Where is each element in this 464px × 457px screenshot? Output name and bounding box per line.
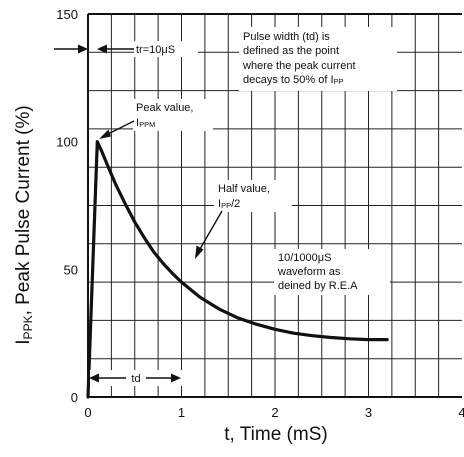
peak-value-sub-subscript: PPM [139, 120, 155, 129]
waveform-line-3: deined by R.E.A [278, 280, 358, 292]
series-layer [86, 140, 389, 399]
series-line-0 [86, 140, 389, 399]
half-arrow-line [199, 210, 223, 250]
plot-frame [87, 13, 462, 398]
y-tick-label: 50 [64, 262, 78, 277]
tr-right-arrowhead [97, 44, 107, 54]
half-value-bg [214, 180, 292, 212]
half-value-sub-main: I [218, 198, 221, 210]
tr-label: tr=10μS [136, 44, 175, 56]
half-value-annotation: Half value, IPP/2 [195, 180, 292, 259]
pulse-width-line-2: defined as the point [243, 45, 339, 57]
tr-label-bg [134, 41, 198, 57]
td-label-bg [126, 371, 146, 385]
peak-value-sub-main: I [136, 117, 139, 129]
y-axis-label-sub: PPK [21, 315, 35, 339]
x-tick-label: 4 [458, 405, 464, 420]
waveform-bg [274, 249, 390, 295]
y-tick-label: 150 [56, 7, 78, 22]
pulse-width-line-4-main: decays to 50% of I [243, 74, 334, 86]
peak-value-bg [133, 99, 213, 131]
y-tick-label: 100 [56, 135, 78, 150]
td-annotation: td [89, 370, 182, 386]
pulse-width-sub: PP [334, 77, 344, 86]
peak-arrow-line [105, 120, 135, 136]
peak-value-annotation: Peak value, IPPM [99, 99, 213, 139]
pulse-width-line-1: Pulse width (td) is [243, 31, 330, 43]
td-right-arrowhead [171, 373, 181, 383]
half-value-sub-tail: /2 [231, 198, 240, 210]
tick-labels: 0 1 2 3 4 0 50 100 150 [56, 7, 464, 420]
x-tick-label: 0 [84, 405, 91, 420]
td-left-arrowhead [89, 373, 99, 383]
pulse-width-bg [239, 27, 397, 91]
waveform-line-2: waveform as [277, 266, 341, 278]
pulse-width-annotation: Pulse width (td) is defined as the point… [239, 27, 397, 91]
waveform-annotation: 10/1000μS waveform as deined by R.E.A [274, 249, 390, 295]
x-tick-label: 1 [178, 405, 185, 420]
y-axis-label: IPPK, Peak Pulse Current (%) [13, 105, 35, 344]
peak-arrowhead [99, 129, 111, 139]
tr-left-arrowhead [78, 44, 88, 54]
half-value-label: Half value, [218, 183, 270, 195]
td-label: td [131, 373, 140, 385]
x-axis-label: t, Time (mS) [224, 424, 327, 445]
pulse-width-line-4: decays to 50% of IPP [243, 74, 344, 86]
y-axis-label-main: I [13, 339, 34, 344]
peak-value-label: Peak value, [136, 102, 193, 114]
y-axis-label-rest: , Peak Pulse Current (%) [13, 105, 34, 315]
half-arrowhead [195, 245, 204, 259]
peak-value-sub: IPPM [136, 117, 155, 129]
half-value-sub: IPP/2 [218, 198, 240, 210]
y-tick-label: 0 [71, 390, 78, 405]
pulse-width-line-3: where the peak current [242, 60, 356, 72]
x-tick-label: 2 [271, 405, 278, 420]
half-value-sub-subscript: PP [221, 201, 231, 210]
waveform-line-1: 10/1000μS [278, 252, 331, 264]
tr-annotation: tr=10μS [54, 41, 198, 57]
x-tick-label: 3 [365, 405, 372, 420]
